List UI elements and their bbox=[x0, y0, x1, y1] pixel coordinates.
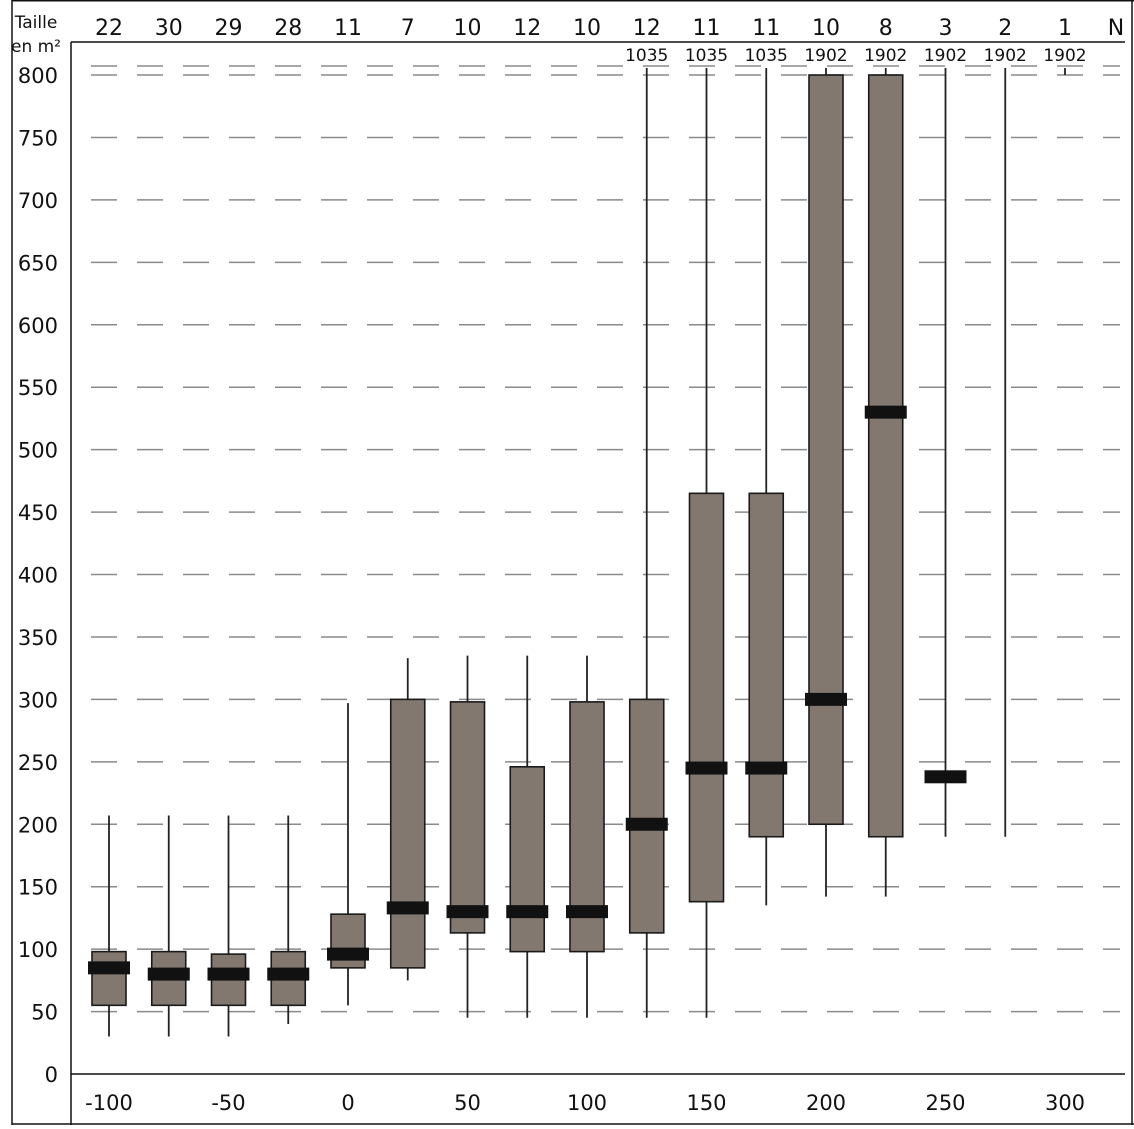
box-iqr bbox=[628, 698, 665, 934]
median-bar bbox=[327, 947, 369, 961]
n-count-label: 11 bbox=[334, 16, 362, 41]
y-tick-label: 750 bbox=[18, 126, 58, 150]
n-count-label: 1 bbox=[1058, 16, 1072, 41]
n-count-label: 10 bbox=[812, 16, 840, 41]
y-tick-label: 400 bbox=[18, 564, 58, 588]
n-count-label: 12 bbox=[633, 16, 661, 41]
n-count-label: 12 bbox=[513, 16, 541, 41]
y-tick-label: 350 bbox=[18, 626, 58, 650]
median-bar bbox=[745, 761, 788, 775]
max-value-label: 1902 bbox=[1043, 46, 1086, 66]
median-bar bbox=[864, 405, 907, 419]
n-count-label: 10 bbox=[573, 16, 601, 41]
max-value-label: 1902 bbox=[924, 46, 967, 66]
max-value-label: 1035 bbox=[685, 46, 728, 66]
box-iqr bbox=[91, 950, 127, 1007]
box-iqr bbox=[688, 492, 725, 903]
n-count-label: 7 bbox=[401, 16, 415, 41]
box-iqr bbox=[449, 701, 486, 934]
x-tick-label: 300 bbox=[1045, 1091, 1085, 1115]
x-tick-label: 0 bbox=[341, 1091, 354, 1115]
y-tick-label: 500 bbox=[18, 439, 58, 463]
median-bar bbox=[88, 961, 130, 975]
n-count-label: 3 bbox=[939, 16, 953, 41]
median-bar bbox=[267, 967, 310, 981]
median-bar bbox=[147, 967, 190, 981]
y-tick-label: 700 bbox=[18, 189, 58, 213]
max-value-label: 1902 bbox=[864, 46, 907, 66]
x-tick-label: -100 bbox=[85, 1091, 133, 1115]
max-value-label: 1902 bbox=[804, 46, 847, 66]
median-bar bbox=[386, 901, 429, 915]
n-count-label: 22 bbox=[95, 16, 123, 41]
n-count-label: 8 bbox=[879, 16, 893, 41]
max-value-label: 1035 bbox=[625, 46, 668, 66]
median-bar bbox=[506, 905, 549, 919]
median-bar bbox=[924, 770, 967, 784]
n-count-label: 28 bbox=[274, 16, 302, 41]
y-tick-label: 300 bbox=[18, 688, 58, 712]
x-tick-label: -50 bbox=[211, 1091, 245, 1115]
y-tick-label: 800 bbox=[18, 64, 58, 88]
n-count-label: 11 bbox=[752, 16, 780, 41]
y-tick-label: 200 bbox=[18, 813, 58, 837]
y-axis-label-line1: Taille bbox=[14, 13, 58, 33]
box-iqr bbox=[748, 492, 785, 838]
y-tick-label: 450 bbox=[18, 501, 58, 525]
n-column-label: N bbox=[1108, 16, 1124, 41]
n-count-label: 2 bbox=[998, 16, 1012, 41]
y-tick-label: 150 bbox=[18, 876, 58, 900]
n-count-label: 11 bbox=[693, 16, 721, 41]
n-count-label: 29 bbox=[215, 16, 243, 41]
max-value-label: 1035 bbox=[745, 46, 788, 66]
median-bar bbox=[685, 761, 728, 775]
y-tick-label: 250 bbox=[18, 751, 58, 775]
median-bar bbox=[207, 967, 250, 981]
x-tick-label: 50 bbox=[454, 1091, 481, 1115]
y-tick-label: 50 bbox=[31, 1001, 58, 1025]
median-bar bbox=[805, 692, 847, 706]
n-count-label: 10 bbox=[454, 16, 482, 41]
y-tick-label: 0 bbox=[45, 1063, 58, 1087]
median-bar bbox=[625, 817, 668, 831]
box-iqr bbox=[389, 698, 426, 969]
x-tick-label: 100 bbox=[567, 1091, 607, 1115]
y-tick-label: 550 bbox=[18, 376, 58, 400]
x-tick-label: 200 bbox=[806, 1091, 846, 1115]
box-iqr bbox=[867, 74, 904, 838]
median-bar bbox=[566, 905, 608, 919]
box-iqr bbox=[808, 74, 844, 826]
y-tick-label: 650 bbox=[18, 251, 58, 275]
box-iqr bbox=[509, 766, 546, 953]
x-tick-label: 250 bbox=[925, 1091, 965, 1115]
n-count-label: 30 bbox=[155, 16, 183, 41]
max-value-label: 1902 bbox=[984, 46, 1027, 66]
y-tick-label: 600 bbox=[18, 314, 58, 338]
median-bar bbox=[446, 905, 489, 919]
x-tick-label: 150 bbox=[686, 1091, 726, 1115]
y-tick-label: 100 bbox=[18, 938, 58, 962]
y-axis-label-line2: en m² bbox=[11, 37, 61, 57]
